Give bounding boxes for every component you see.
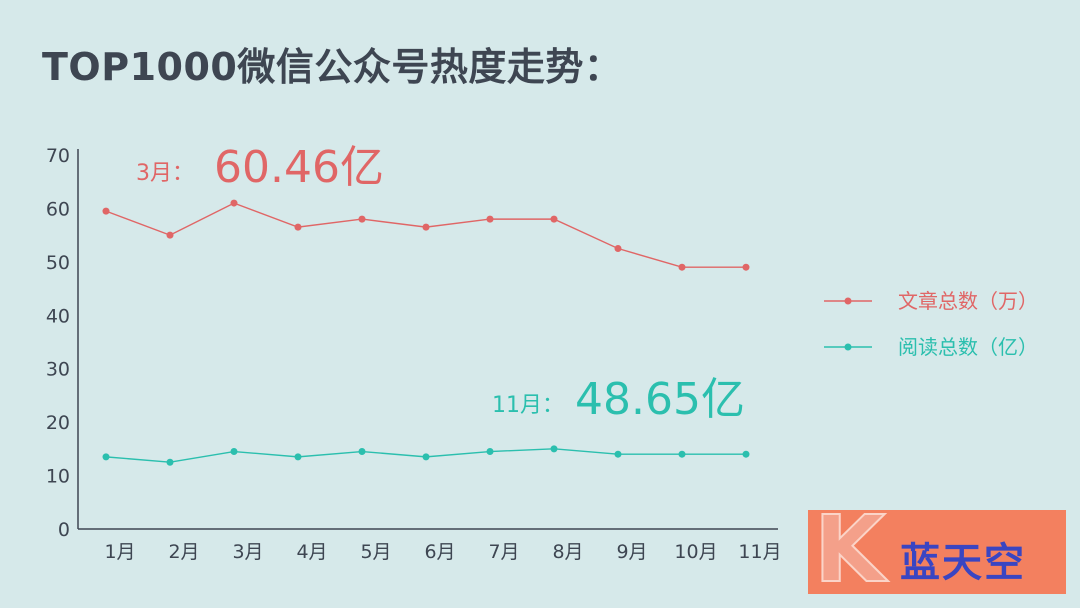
annotations: 3月： 60.46亿 11月： 48.65亿 (136, 142, 745, 425)
data-point (742, 263, 750, 271)
x-tick-label: 6月 (424, 541, 455, 563)
y-tick-label: 10 (46, 466, 70, 488)
y-tick-label: 20 (46, 412, 70, 434)
data-point (742, 450, 750, 458)
logo-letter: K (813, 510, 886, 594)
y-tick-label: 0 (58, 519, 70, 541)
x-tick-label: 1月 (104, 541, 135, 563)
x-tick-label: 9月 (616, 541, 647, 563)
data-point (422, 223, 430, 231)
chart-title: TOP1000微信公众号热度走势： (42, 45, 623, 89)
data-point (550, 445, 558, 453)
legend-swatch-marker (844, 297, 852, 305)
y-tick-label: 70 (46, 145, 70, 167)
x-tick-label: 4月 (296, 541, 327, 563)
brand-logo: K 蓝天空 (808, 510, 1066, 594)
x-tick-label: 2月 (168, 541, 199, 563)
annotation-value: 48.65亿 (575, 374, 745, 425)
data-point (358, 448, 366, 456)
x-tick-label: 7月 (488, 541, 519, 563)
logo-text: 蓝天空 (900, 540, 1026, 586)
y-tick-label: 50 (46, 252, 70, 274)
x-tick-label: 3月 (232, 541, 263, 563)
y-tick-label: 30 (46, 359, 70, 381)
data-point (358, 215, 366, 223)
y-tick-label: 60 (46, 198, 70, 220)
data-point (550, 215, 558, 223)
data-point (678, 450, 686, 458)
data-point (102, 453, 110, 461)
axes (77, 149, 778, 530)
data-point (678, 263, 686, 271)
x-tick-label: 11月 (738, 541, 781, 563)
data-point (230, 448, 238, 456)
data-point (166, 231, 174, 239)
data-point (486, 448, 494, 456)
annotation-label: 3月： (136, 161, 194, 186)
data-point (294, 453, 302, 461)
legend-swatch-marker (844, 343, 852, 351)
data-point (486, 215, 494, 223)
series-line (105, 202, 746, 268)
data-point (614, 450, 622, 458)
data-point (166, 458, 174, 466)
data-point (230, 199, 238, 207)
annotation-label: 11月： (492, 393, 564, 418)
legend-label: 阅读总数（亿） (898, 335, 1038, 359)
series-layer (102, 199, 750, 466)
legend-label: 文章总数（万） (898, 289, 1038, 313)
data-point (422, 453, 430, 461)
data-point (614, 245, 622, 252)
y-axis-ticks: 0 10 20 30 40 50 60 70 (46, 145, 70, 541)
data-point (102, 207, 110, 215)
x-tick-label: 5月 (360, 541, 391, 563)
legend: 文章总数（万） 阅读总数（亿） (824, 289, 1038, 359)
annotation-value: 60.46亿 (214, 142, 384, 193)
x-tick-label: 8月 (552, 541, 583, 563)
y-tick-label: 40 (46, 305, 70, 327)
data-point (294, 223, 302, 231)
x-axis-ticks: 1月 2月 3月 4月 5月 6月 7月 8月 9月 10月 11月 (104, 541, 781, 563)
x-tick-label: 10月 (674, 541, 717, 563)
